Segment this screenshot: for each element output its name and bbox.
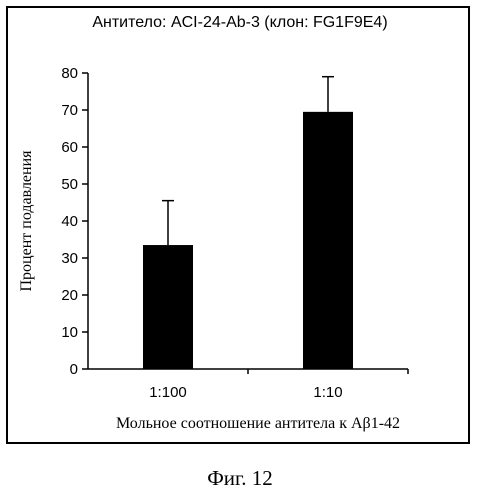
y-tick-label: 80 [61, 65, 78, 82]
y-tick-label: 30 [61, 250, 78, 267]
y-tick-label: 10 [61, 324, 78, 341]
y-tick-label: 20 [61, 287, 78, 304]
figure-caption: Фиг. 12 [0, 466, 480, 491]
y-tick-label: 60 [61, 139, 78, 156]
y-tick-label: 50 [61, 176, 78, 193]
y-tick-label: 40 [61, 213, 78, 230]
y-tick-label: 70 [61, 102, 78, 119]
y-axis-label: Процент подавления [18, 150, 35, 292]
bar-chart: 0 10 20 30 40 50 60 70 80 1:100 1:10 Мольное соотно… [0, 0, 480, 460]
bar [143, 245, 193, 369]
bar [303, 112, 353, 369]
x-tick-label: 1:100 [149, 384, 187, 401]
x-tick-label: 1:10 [313, 384, 342, 401]
y-tick-label: 0 [70, 361, 78, 378]
x-axis-label: Мольное соотношение антитела к Aβ1-42 [116, 415, 400, 432]
